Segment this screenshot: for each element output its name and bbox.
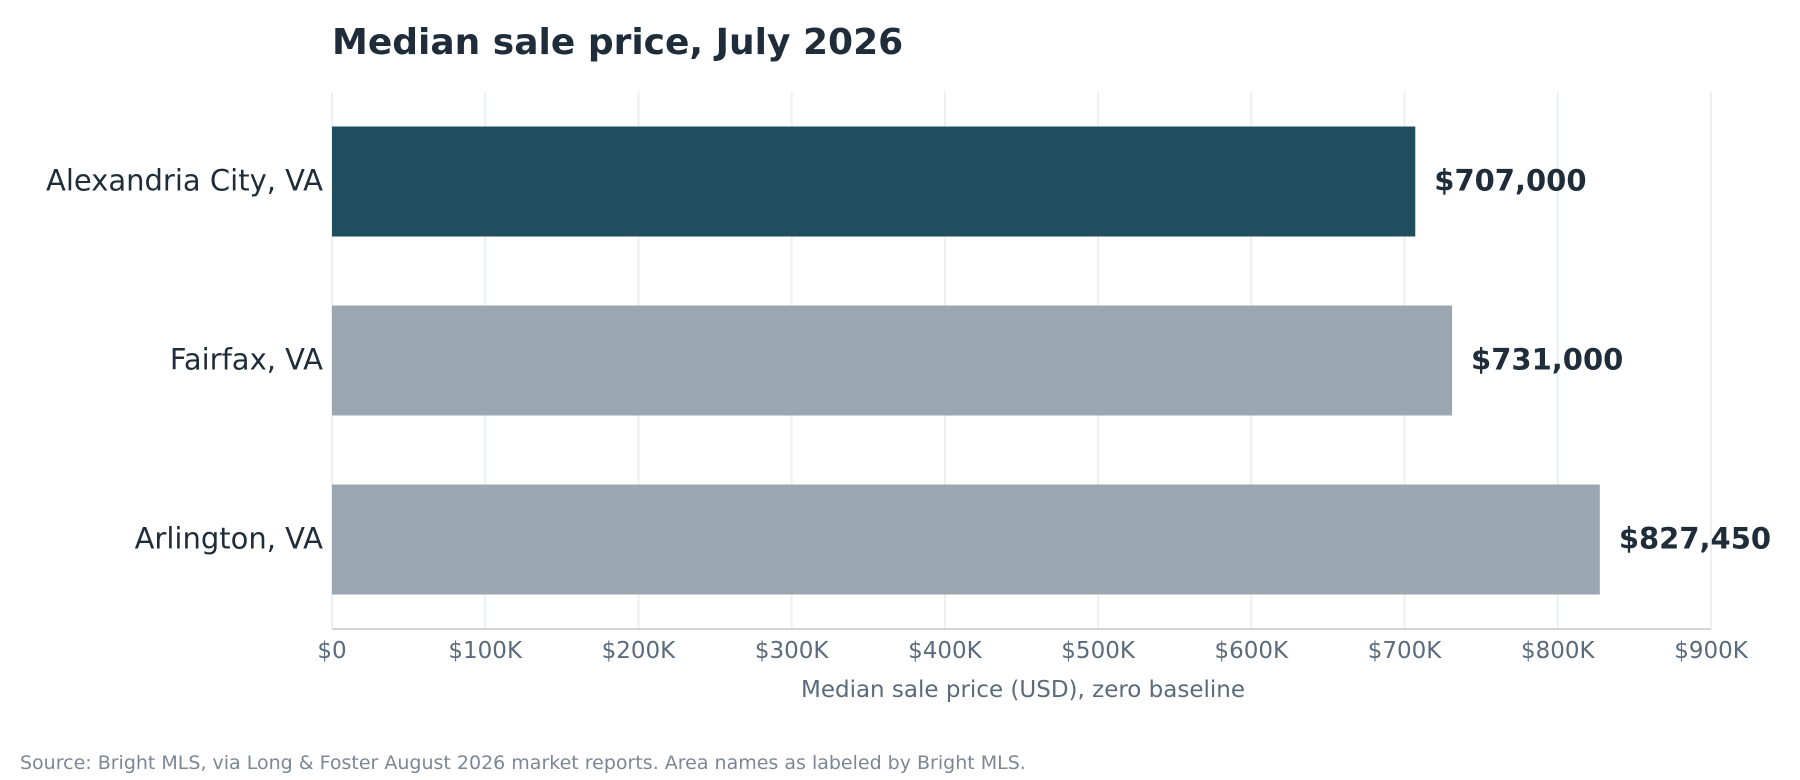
x-tick-label: $800K (1521, 638, 1596, 664)
x-tick-label: $100K (448, 638, 523, 664)
labels: $0 $100K $200K $300K $400K $500K $600K $700K $80… (46, 164, 1771, 665)
x-tick-label: $400K (908, 638, 983, 664)
x-axis-title: Median sale price (USD), zero baseline (801, 677, 1245, 703)
x-tick-label: $300K (755, 638, 830, 664)
bar (332, 484, 1600, 595)
x-tick-label: $0 (317, 638, 346, 664)
value-label: $827,450 (1619, 522, 1771, 556)
source-note: Source: Bright MLS, via Long & Foster Au… (20, 752, 1026, 774)
x-tick-label: $200K (602, 638, 677, 664)
x-tick-label: $700K (1368, 638, 1443, 664)
value-label: $731,000 (1471, 343, 1623, 377)
x-tick-label: $600K (1215, 638, 1290, 664)
x-tick-label: $500K (1061, 638, 1136, 664)
category-label: Fairfax, VA (170, 343, 323, 377)
value-label: $707,000 (1434, 164, 1586, 198)
bar (332, 305, 1453, 416)
bar (332, 126, 1416, 237)
bars (332, 126, 1600, 595)
chart-title: Median sale price, July 2026 (332, 22, 904, 63)
category-label: Alexandria City, VA (46, 164, 323, 198)
category-label: Arlington, VA (135, 522, 324, 556)
x-tick-label: $900K (1674, 638, 1749, 664)
